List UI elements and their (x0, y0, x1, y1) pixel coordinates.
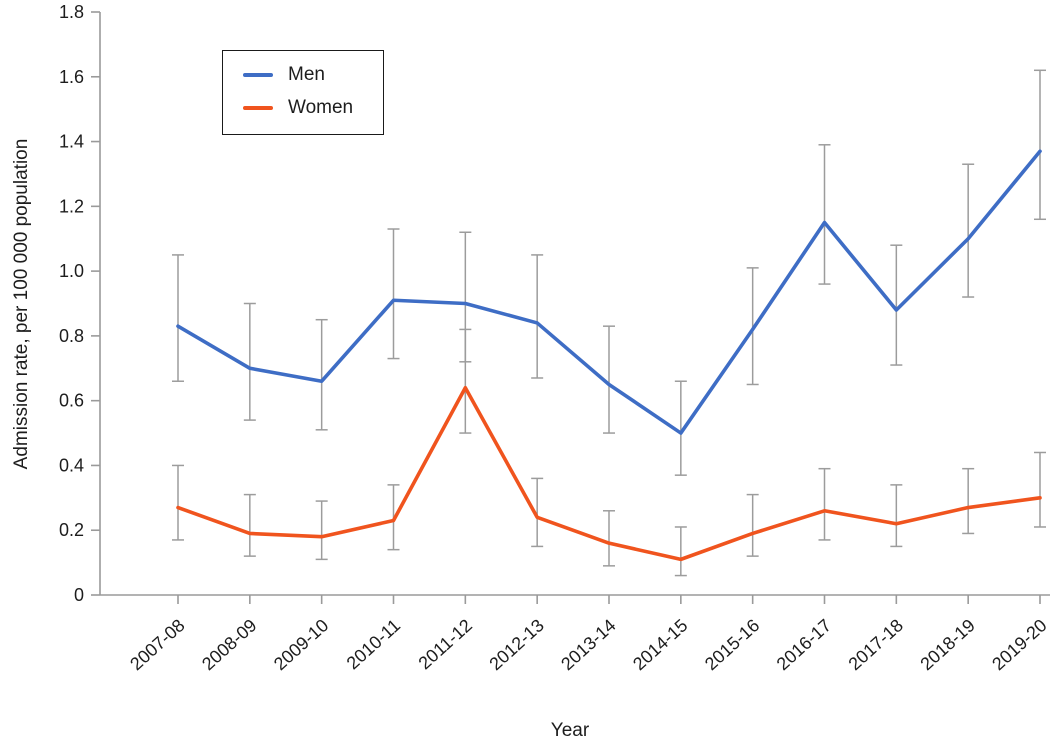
svg-text:1.6: 1.6 (59, 67, 84, 87)
svg-text:0.4: 0.4 (59, 455, 84, 475)
svg-text:1.0: 1.0 (59, 261, 84, 281)
svg-text:2017-18: 2017-18 (845, 615, 907, 674)
legend-item-women: Women (243, 97, 353, 119)
svg-text:2013-14: 2013-14 (557, 615, 619, 674)
legend-label-women: Women (288, 97, 354, 118)
svg-text:1.2: 1.2 (59, 196, 84, 216)
svg-text:0.2: 0.2 (59, 520, 84, 540)
svg-text:2007-08: 2007-08 (126, 615, 188, 674)
svg-text:0.6: 0.6 (59, 391, 84, 411)
legend-item-men: Men (243, 64, 353, 86)
y-axis-title: Admission rate, per 100 000 population (11, 138, 32, 470)
svg-text:0: 0 (74, 585, 84, 605)
svg-text:2014-15: 2014-15 (629, 615, 691, 674)
svg-text:2018-19: 2018-19 (916, 615, 978, 674)
x-axis-title: Year (550, 720, 590, 741)
svg-text:0.8: 0.8 (59, 326, 84, 346)
svg-text:2009-10: 2009-10 (270, 615, 332, 674)
svg-text:1.4: 1.4 (59, 132, 84, 152)
legend: Men Women (222, 50, 385, 135)
svg-text:2011-12: 2011-12 (415, 615, 476, 673)
svg-text:2019-20: 2019-20 (988, 615, 1050, 674)
svg-text:2008-09: 2008-09 (198, 615, 260, 674)
svg-text:2010-11: 2010-11 (343, 615, 404, 673)
legend-label-men: Men (288, 64, 325, 85)
men-line-swatch (243, 73, 273, 77)
svg-text:2015-16: 2015-16 (701, 615, 763, 674)
svg-text:2012-13: 2012-13 (485, 615, 547, 674)
svg-text:1.8: 1.8 (59, 2, 84, 22)
svg-text:2016-17: 2016-17 (773, 615, 835, 674)
women-line-swatch (243, 106, 273, 110)
